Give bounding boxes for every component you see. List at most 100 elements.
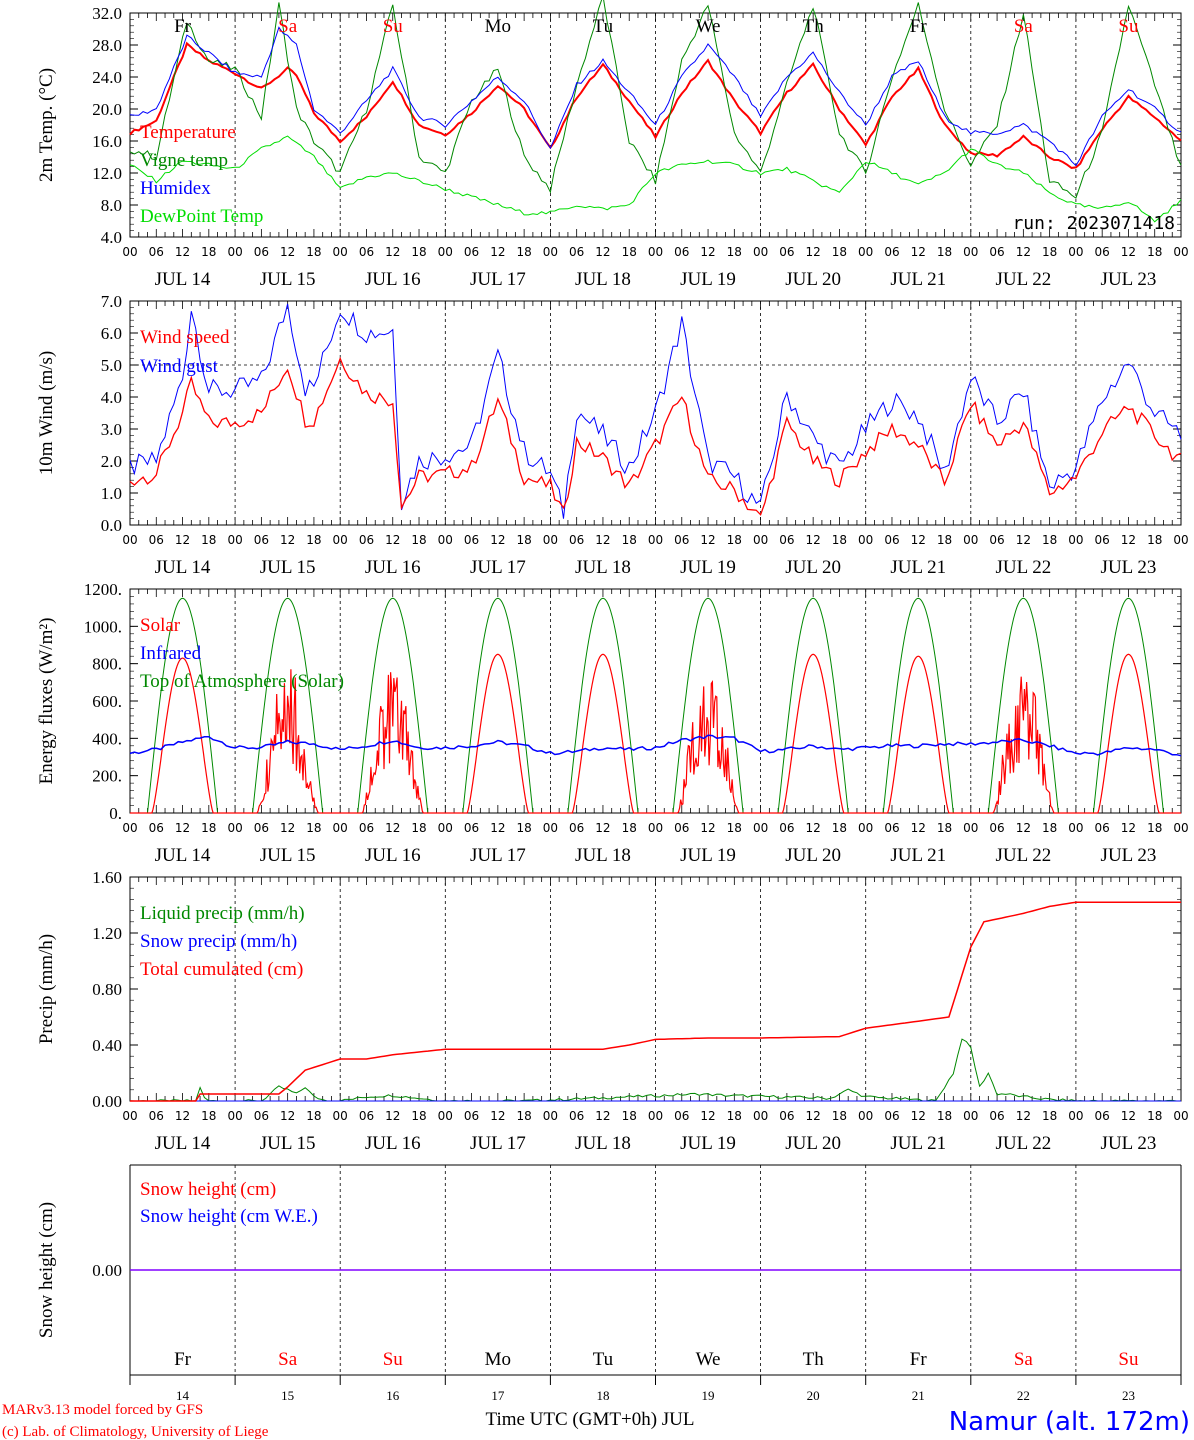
hour-tick-label: 12 xyxy=(911,245,926,259)
hour-tick-label: 06 xyxy=(989,1109,1004,1123)
y-tick-label: 28.0 xyxy=(92,36,122,55)
hour-tick-label: 18 xyxy=(1042,1109,1057,1123)
hour-tick-label: 18 xyxy=(832,245,847,259)
date-label: JUL 17 xyxy=(470,845,526,866)
date-label: JUL 15 xyxy=(260,845,316,866)
series-line-total-cumulated xyxy=(130,901,1181,1102)
hour-tick-label: 12 xyxy=(1121,821,1136,835)
weekday-label: Su xyxy=(383,16,404,37)
legend-entry: Vigne temp xyxy=(140,150,228,171)
legend-entry: Snow precip (mm/h) xyxy=(140,931,297,952)
y-tick-label: 0.0 xyxy=(101,516,122,535)
hour-tick-label: 12 xyxy=(175,245,190,259)
date-label: JUL 18 xyxy=(575,845,631,866)
hour-tick-label: 00 xyxy=(1068,533,1083,547)
day-number-label: 20 xyxy=(807,1388,820,1403)
hour-tick-label: 00 xyxy=(858,821,873,835)
hour-tick-label: 06 xyxy=(1095,245,1110,259)
series-line-wind-gust xyxy=(129,303,1182,519)
date-label: JUL 16 xyxy=(365,269,421,290)
hour-tick-label: 06 xyxy=(254,1109,269,1123)
series-line-temperature xyxy=(129,41,1182,169)
hour-tick-label: 18 xyxy=(937,1109,952,1123)
weekday-label: Sa xyxy=(1014,1349,1034,1370)
hour-tick-label: 06 xyxy=(884,1109,899,1123)
model-credit: MARv3.13 model forced by GFS xyxy=(2,1402,203,1418)
energy-panel: 00 06 12 18 00 06 12 18 00 06 12 18 00 06 12 18 00 06 12 18… xyxy=(36,580,1189,866)
hour-tick-label: 18 xyxy=(201,245,216,259)
day-number-label: 15 xyxy=(281,1388,294,1403)
hour-tick-label: 06 xyxy=(149,533,164,547)
weekday-label: Fr xyxy=(910,1349,928,1370)
hour-tick-label: 06 xyxy=(569,1109,584,1123)
hour-tick-label: 06 xyxy=(149,821,164,835)
hour-tick-label: 18 xyxy=(516,1109,531,1123)
date-label: JUL 20 xyxy=(785,557,841,578)
hour-tick-label: 06 xyxy=(464,245,479,259)
date-label: JUL 14 xyxy=(155,269,211,290)
hour-tick-label: 00 xyxy=(1173,821,1188,835)
series-line-wind-speed xyxy=(129,356,1182,516)
date-label: JUL 22 xyxy=(995,557,1051,578)
date-label: JUL 20 xyxy=(785,845,841,866)
hour-tick-label: 06 xyxy=(884,245,899,259)
hour-tick-label: 00 xyxy=(227,821,242,835)
hour-tick-label: 18 xyxy=(1147,245,1162,259)
hour-tick-label: 00 xyxy=(753,533,768,547)
hour-tick-label: 06 xyxy=(464,533,479,547)
run-annotation: run: 2023071418 xyxy=(1012,213,1175,234)
weekday-label: Sa xyxy=(278,16,298,37)
date-label: JUL 23 xyxy=(1101,557,1157,578)
hour-tick-label: 06 xyxy=(674,533,689,547)
date-label: JUL 19 xyxy=(680,1133,736,1154)
date-label: JUL 14 xyxy=(155,557,211,578)
hour-tick-label: 06 xyxy=(359,821,374,835)
y-tick-label: 4.0 xyxy=(101,228,122,247)
hour-tick-label: 00 xyxy=(333,1109,348,1123)
hour-tick-label: 00 xyxy=(333,245,348,259)
weekday-label: Su xyxy=(383,1349,404,1370)
date-label: JUL 16 xyxy=(365,845,421,866)
hour-tick-label: 12 xyxy=(700,533,715,547)
hour-tick-label: 00 xyxy=(438,1109,453,1123)
plot-frame xyxy=(129,300,1182,526)
legend-entry: Solar xyxy=(140,615,181,636)
hour-tick-label: 06 xyxy=(1095,533,1110,547)
hour-tick-label: 12 xyxy=(806,821,821,835)
date-label: JUL 21 xyxy=(890,1133,946,1154)
hour-tick-label: 12 xyxy=(595,533,610,547)
hour-tick-label: 18 xyxy=(832,533,847,547)
hour-tick-label: 12 xyxy=(280,533,295,547)
hour-tick-label: 18 xyxy=(622,245,637,259)
day-number-label: 23 xyxy=(1122,1388,1135,1403)
hour-tick-label: 00 xyxy=(1173,533,1188,547)
y-tick-label: 1.60 xyxy=(92,868,122,887)
hour-tick-label: 00 xyxy=(1068,821,1083,835)
hour-tick-label: 06 xyxy=(359,245,374,259)
hour-tick-label: 00 xyxy=(753,821,768,835)
day-number-label: 16 xyxy=(386,1388,400,1403)
hour-tick-label: 00 xyxy=(438,533,453,547)
date-label: JUL 17 xyxy=(470,1133,526,1154)
hour-tick-label: 06 xyxy=(1095,821,1110,835)
hour-tick-label: 18 xyxy=(1147,533,1162,547)
y-tick-label: 6.0 xyxy=(101,324,122,343)
weekday-label: Fr xyxy=(174,1349,192,1370)
hour-tick-label: 18 xyxy=(516,821,531,835)
hour-tick-label: 18 xyxy=(727,821,742,835)
hour-tick-label: 00 xyxy=(122,1109,137,1123)
hour-tick-label: 00 xyxy=(648,245,663,259)
legend-entry: Wind gust xyxy=(140,356,219,377)
hour-tick-label: 06 xyxy=(149,245,164,259)
legend-entry: DewPoint Temp xyxy=(140,206,263,227)
precip-panel: 00 06 12 18 00 06 12 18 00 06 12 18 00 06 12 18 00 06 12 18… xyxy=(36,868,1189,1154)
weekday-label: Tu xyxy=(593,16,614,37)
hour-tick-label: 18 xyxy=(201,1109,216,1123)
hour-tick-label: 12 xyxy=(911,1109,926,1123)
day-number-label: 14 xyxy=(176,1388,190,1403)
date-label: JUL 19 xyxy=(680,269,736,290)
hour-tick-label: 06 xyxy=(1095,1109,1110,1123)
hour-tick-label: 06 xyxy=(779,245,794,259)
hour-tick-label: 12 xyxy=(595,821,610,835)
legend-entry: Snow height (cm) xyxy=(140,1179,276,1200)
